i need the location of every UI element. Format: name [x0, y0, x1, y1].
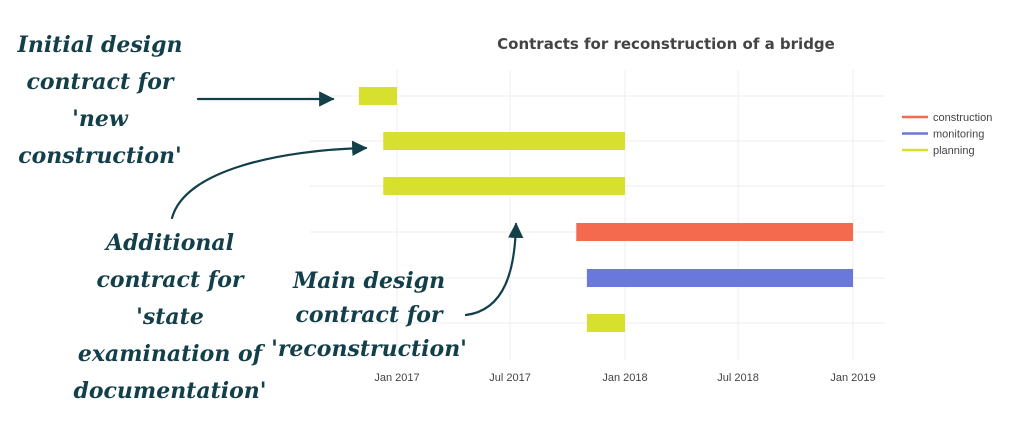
bars	[358, 87, 853, 332]
x-tick-label: Jul 2017	[489, 372, 531, 384]
legend-label: planning	[933, 145, 975, 157]
annotation-arrow	[464, 222, 524, 317]
task-bar-planning	[358, 87, 397, 105]
legend-label: monitoring	[933, 129, 984, 141]
x-tick-label: Jan 2018	[602, 372, 647, 384]
task-bar-monitoring	[586, 269, 853, 287]
x-tick-label: Jan 2017	[374, 372, 419, 384]
chart-title: Contracts for reconstruction of a bridge	[497, 35, 835, 53]
annotation-text: Additional contract for'state examination …	[73, 230, 266, 404]
legend-label: construction	[933, 112, 992, 124]
legend-item-monitoring[interactable]: monitoring	[902, 129, 984, 141]
annotations: Initial design contract for'new constructi…	[17, 32, 467, 404]
annotation-arrows	[170, 91, 524, 317]
legend-item-construction[interactable]: construction	[902, 112, 992, 124]
legend-item-planning[interactable]: planning	[902, 145, 975, 157]
task-bar-planning	[383, 177, 625, 195]
annotation-arrow	[170, 140, 368, 220]
task-bar-planning	[383, 132, 625, 150]
annotation-text: Main design contract for'reconstruction'	[271, 268, 467, 362]
x-tick-label: Jul 2018	[717, 372, 759, 384]
x-axis-ticks: Jan 2017 Jul 2017 Jan 2018 Jul 2018 Jan 2019	[374, 372, 875, 384]
task-bar-planning	[586, 314, 625, 332]
x-tick-label: Jan 2019	[830, 372, 875, 384]
annotation-text: Initial design contract for'new constructi…	[17, 32, 183, 169]
task-bar-construction	[576, 223, 853, 241]
legend: construction monitoring planning	[902, 112, 992, 157]
